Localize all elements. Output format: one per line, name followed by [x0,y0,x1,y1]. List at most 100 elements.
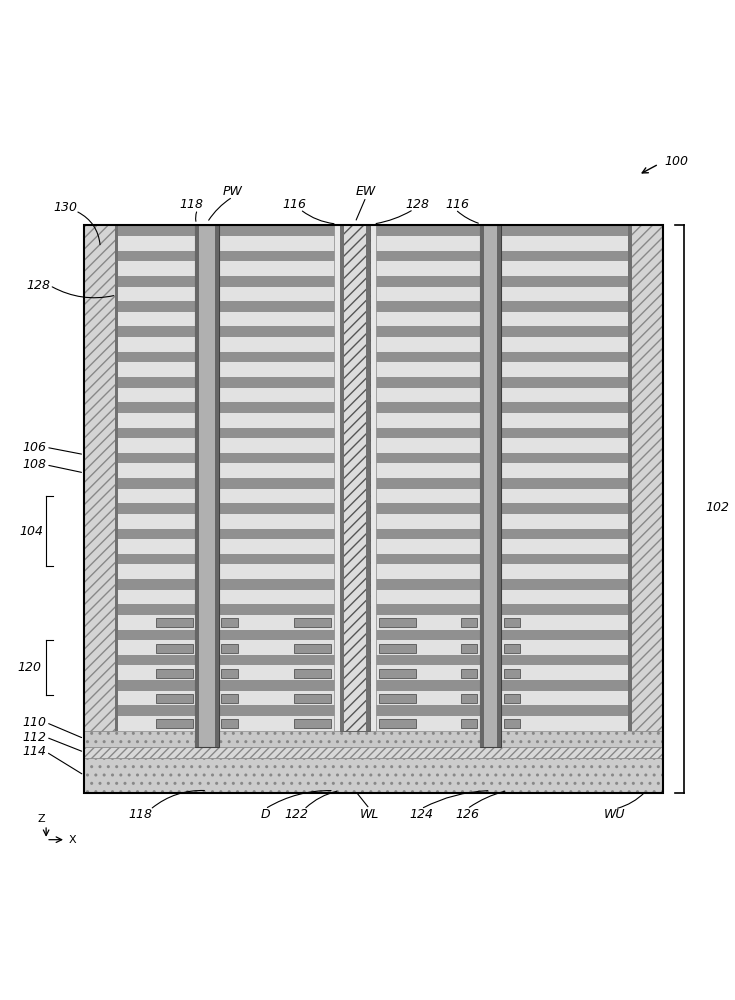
Bar [157,719,193,728]
Text: 128: 128 [405,198,429,211]
Bar [294,644,331,653]
Bar [157,618,193,627]
Bar [461,618,477,627]
Text: 116: 116 [282,198,306,211]
Bar [379,719,416,728]
Bar [479,225,484,747]
Text: 128: 128 [26,279,51,292]
Bar [116,604,631,615]
Bar [116,615,631,630]
Bar [116,590,631,604]
Bar [503,719,520,728]
Bar [116,705,631,716]
Bar [116,326,631,337]
Text: 110: 110 [22,716,46,729]
Bar [116,352,631,362]
Bar [294,694,331,703]
Bar [503,618,520,627]
Bar [157,644,193,653]
Bar [116,503,631,514]
Bar [116,680,631,691]
Bar [116,251,631,261]
Bar [116,261,631,276]
Bar [195,225,219,747]
Bar [116,438,631,453]
Bar [221,618,237,627]
Bar [503,694,520,703]
Bar [294,669,331,678]
Text: 106: 106 [22,441,46,454]
Bar [461,644,477,653]
Bar [379,694,416,703]
Text: 122: 122 [284,808,309,821]
Bar [116,529,631,539]
Bar [116,463,631,478]
Bar [116,225,631,236]
Text: EW: EW [356,185,376,198]
Bar [116,478,631,489]
Text: WU: WU [604,808,625,821]
Bar [157,694,193,703]
Text: 126: 126 [455,808,479,821]
Text: WL: WL [360,808,379,821]
Text: 118: 118 [180,198,204,211]
Bar [195,225,199,747]
Bar [221,644,237,653]
Bar [85,225,116,731]
Bar [116,630,631,640]
Text: X: X [69,835,76,845]
Bar [116,514,631,529]
Text: 130: 130 [54,201,78,214]
Bar [221,719,237,728]
Bar [503,669,520,678]
Text: 124: 124 [409,808,433,821]
Bar [497,225,501,747]
Bar [116,428,631,438]
Text: PW: PW [223,185,243,198]
Bar [479,225,501,747]
Bar [294,719,331,728]
Bar [461,719,477,728]
Bar [221,669,237,678]
Bar [116,453,631,463]
Bar [116,665,631,680]
Bar [157,669,193,678]
Bar [85,758,662,793]
Bar [294,618,331,627]
Bar [116,579,631,590]
Bar [116,276,631,287]
Bar [503,644,520,653]
Text: 120: 120 [18,661,41,674]
Bar [215,225,219,747]
Bar [116,236,631,251]
Text: 100: 100 [664,155,689,168]
Text: 112: 112 [22,731,46,744]
Bar [628,225,632,731]
Bar [370,225,376,731]
Bar [334,225,340,731]
Bar [340,225,370,731]
Bar [116,564,631,579]
Text: 118: 118 [129,808,153,821]
Text: D: D [260,808,270,821]
Bar [85,747,662,758]
Bar [116,337,631,352]
Bar [366,225,370,731]
Text: 102: 102 [705,501,729,514]
Bar [461,669,477,678]
Bar [116,362,631,377]
Bar [221,694,237,703]
Bar [116,312,631,326]
Bar [116,554,631,564]
Bar [116,489,631,503]
Bar [631,225,662,731]
Text: Z: Z [38,814,46,824]
Bar [379,618,416,627]
Bar [116,655,631,665]
Bar [379,644,416,653]
Bar [115,225,118,731]
Bar [85,225,662,793]
Text: 108: 108 [22,458,46,471]
Bar [116,539,631,554]
Bar [85,731,662,747]
